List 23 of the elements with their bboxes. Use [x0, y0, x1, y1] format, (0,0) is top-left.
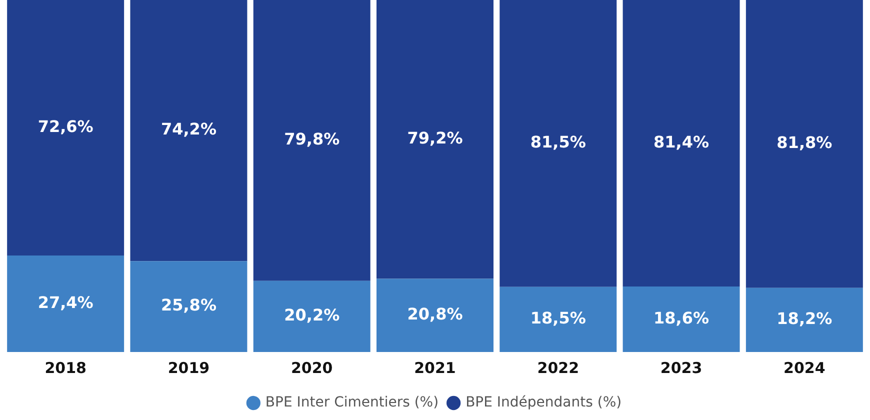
data-label: 79,8% — [284, 130, 340, 149]
data-label: 79,2% — [407, 128, 463, 148]
x-tick-label: 2019 — [168, 358, 210, 377]
data-label: 74,2% — [160, 120, 216, 139]
x-tick-label: 2020 — [290, 358, 333, 377]
data-label: 81,5% — [530, 132, 586, 152]
x-tick-label: 2021 — [414, 358, 456, 377]
x-tick-label: 2024 — [784, 358, 826, 377]
data-label: 81,8% — [776, 133, 832, 152]
data-label: 25,8% — [160, 296, 216, 315]
data-label: 20,8% — [407, 304, 463, 324]
legend-label: BPE Inter Cimentiers (%) — [265, 394, 439, 411]
data-label: 18,5% — [530, 308, 586, 328]
data-label: 18,2% — [776, 309, 832, 328]
data-label: 27,4% — [38, 292, 94, 312]
x-tick-label: 2023 — [660, 358, 702, 377]
data-label: 81,4% — [654, 132, 710, 152]
data-label: 18,6% — [654, 308, 710, 328]
x-tick-label: 2018 — [44, 358, 86, 377]
legend-label: BPE Indépendants (%) — [466, 394, 622, 411]
x-tick-label: 2022 — [537, 358, 580, 377]
data-label: 20,2% — [284, 306, 340, 325]
data-label: 72,6% — [38, 116, 94, 136]
